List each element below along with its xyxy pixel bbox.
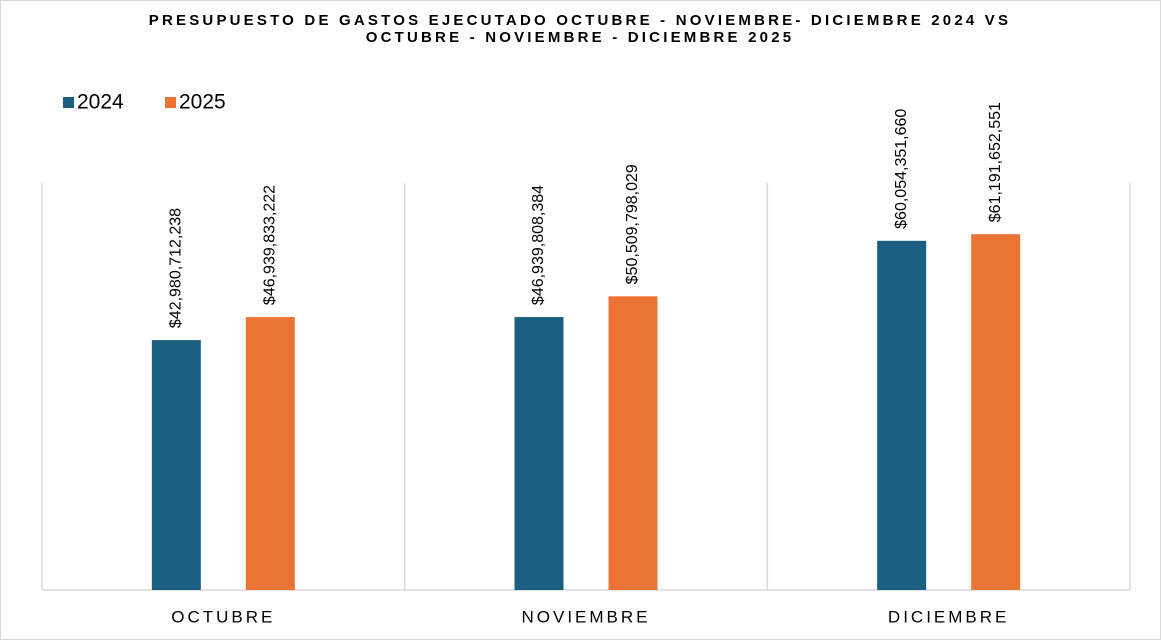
data-label: $60,054,351,660 [893,109,910,229]
data-label: $46,939,808,384 [530,185,547,305]
bar [971,234,1021,591]
x-tick-label: NOVIEMBRE [521,607,650,626]
bar [514,317,564,590]
x-tick-label: DICIEMBRE [888,607,1009,626]
chart-title: PRESUPUESTO DE GASTOS EJECUTADO OCTUBRE … [148,12,1012,46]
legend-swatch [63,97,74,108]
legend-swatch [165,97,176,108]
data-label: $50,509,798,029 [624,164,641,284]
data-label: $46,939,833,222 [262,185,279,305]
data-label: $61,191,652,551 [987,102,1004,222]
legend-label: 2024 [77,91,124,114]
legend-label: 2025 [179,91,226,114]
bar [245,317,295,590]
x-tick-label: OCTUBRE [171,607,275,626]
bar [877,240,927,590]
bar [151,340,201,590]
data-label: $42,980,712,238 [168,208,185,328]
bar [608,296,658,590]
